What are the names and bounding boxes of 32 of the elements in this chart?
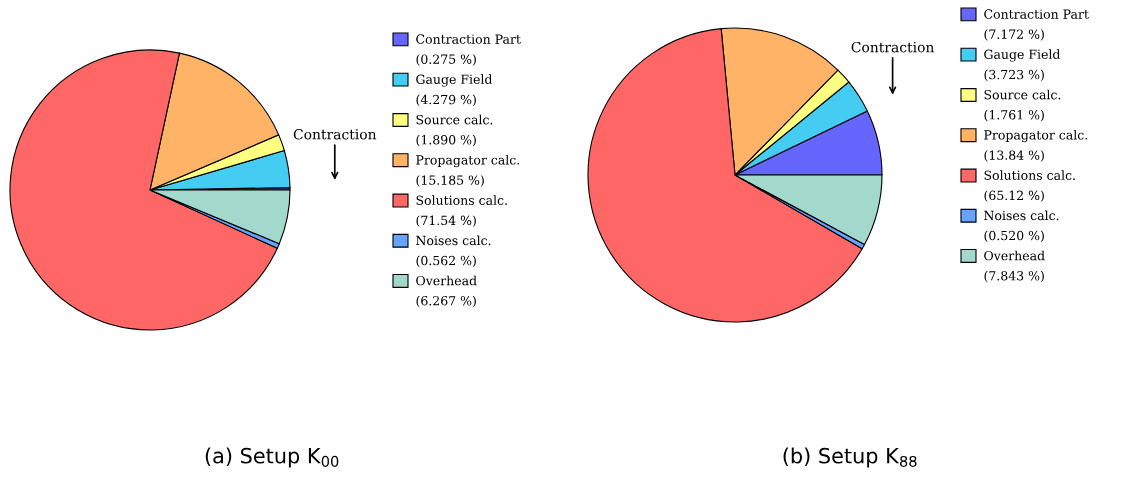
legend-label: Overhead — [984, 250, 1045, 261]
text: (b) Setup K$_{88}$ — [783, 447, 917, 468]
data-label: (71.54 %) — [416, 215, 476, 227]
legend-label: Gauge Field — [416, 74, 493, 87]
legend-label: Contraction Part — [416, 34, 521, 44]
legend-label: Source calc. — [416, 114, 493, 125]
legend-label: Overhead — [416, 275, 477, 286]
data-label: (0.520 %) — [984, 230, 1044, 243]
data-label: (1.890 %) — [416, 134, 476, 147]
data-label: (1.761 %) — [984, 109, 1044, 122]
legend-label: Noises calc. — [984, 210, 1059, 221]
data-label: (0.275 %) — [416, 54, 476, 66]
data-label: (4.279 %) — [416, 94, 476, 107]
data-label: (65.12 %) — [984, 190, 1044, 202]
legend-label: Solutions calc. — [416, 195, 507, 205]
text: (a) Setup K$_{00}$ — [205, 447, 339, 468]
legend-label: Contraction Part — [984, 9, 1089, 19]
data-label: (7.172 %) — [984, 29, 1044, 41]
data-label: (7.843 %) — [984, 270, 1044, 283]
legend-label: Source calc. — [984, 89, 1061, 100]
legend-label: Solutions calc. — [984, 170, 1075, 180]
legend-label: Propagator calc. — [416, 154, 520, 168]
data-label: (3.723 %) — [984, 69, 1044, 82]
legend-label: Propagator calc. — [984, 129, 1088, 143]
text: Contraction — [293, 129, 377, 140]
text: Contraction — [851, 41, 934, 53]
data-label: (15.185 %) — [416, 175, 484, 187]
data-label: (0.562 %) — [416, 255, 476, 268]
legend-label: Gauge Field — [984, 49, 1061, 62]
data-label: (13.84 %) — [984, 150, 1044, 162]
data-label: (6.267 %) — [416, 295, 476, 308]
legend-label: Noises calc. — [416, 235, 491, 246]
